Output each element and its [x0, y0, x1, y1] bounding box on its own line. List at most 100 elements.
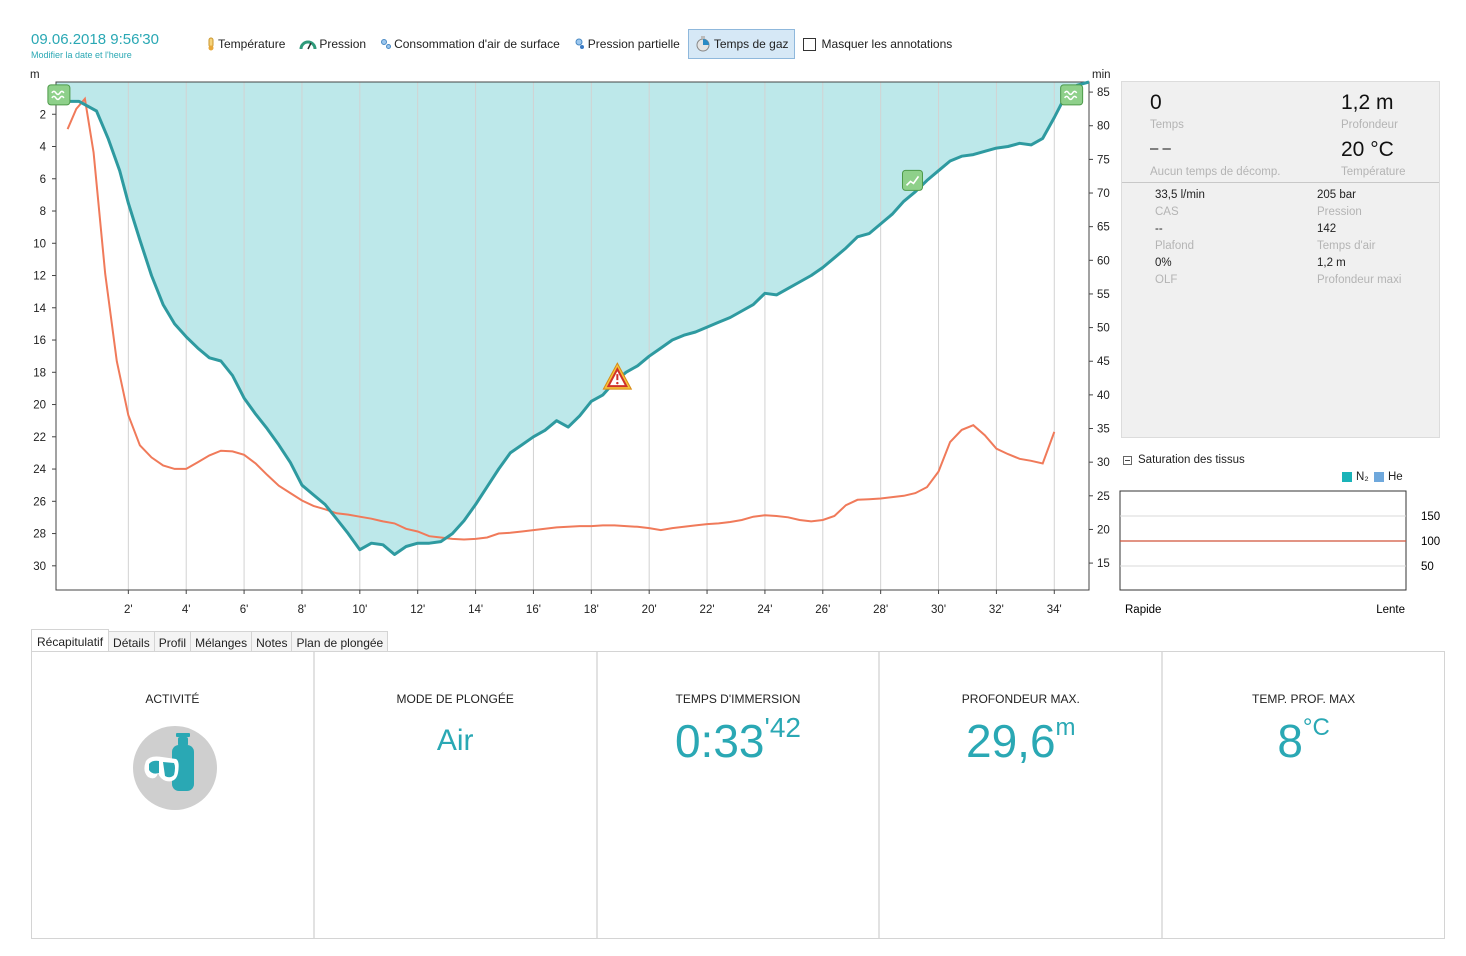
x-tick-label: 2' — [124, 604, 133, 616]
bubbles-icon — [381, 39, 392, 49]
x-tick-label: 8' — [298, 604, 307, 616]
x-tick-label: 24' — [757, 604, 772, 616]
gas-time-label: Temps de gaz — [713, 37, 789, 51]
depth-tick-label: 18 — [33, 367, 46, 379]
depth-area — [56, 82, 1089, 555]
gas-time-tick-label: 55 — [1097, 289, 1110, 301]
partial-pressure-label: Pression partielle — [587, 37, 680, 51]
sat-tick-50: 50 — [1421, 561, 1434, 573]
ascent-event-icon — [901, 169, 923, 191]
depth-tick-label: 12 — [33, 271, 46, 283]
x-tick-label: 22' — [700, 604, 715, 616]
tab-mixes[interactable]: Mélanges — [191, 631, 253, 654]
x-tick-label: 6' — [240, 604, 249, 616]
hide-annotations-label: Masquer les annotations — [821, 37, 953, 51]
tab-details[interactable]: Détails — [109, 631, 155, 654]
x-tick-label: 28' — [873, 604, 888, 616]
deco-value: – – — [1150, 140, 1171, 157]
fast-label: Rapide — [1125, 604, 1161, 616]
ascent-icon-box — [901, 169, 923, 191]
x-tick-label: 20' — [642, 604, 657, 616]
depth-tick-label: 6 — [40, 174, 46, 186]
depth-tick-label: 26 — [33, 496, 46, 508]
toolbar: Température Pression Consommation d'air … — [200, 28, 960, 60]
temp-unit: °C — [1302, 714, 1330, 741]
depth-tick-label: 8 — [40, 206, 46, 218]
he-swatch — [1374, 472, 1384, 482]
pressure-value: 205 bar — [1317, 189, 1357, 201]
immersion-time-value: 0:33'42 — [598, 712, 879, 768]
sac-toggle[interactable]: Consommation d'air de surface — [374, 29, 566, 59]
gas-time-tick-label: 30 — [1097, 457, 1110, 469]
gas-time-toggle[interactable]: Temps de gaz — [687, 29, 795, 59]
dive-mode-text: Air — [436, 724, 474, 757]
ceiling-value: -- — [1155, 223, 1163, 235]
tab-notes[interactable]: Notes — [252, 631, 293, 654]
temp-label: Température — [1341, 166, 1406, 178]
surface-icon-waves — [51, 90, 65, 101]
warning-icon-dot — [616, 381, 619, 385]
legend-n2: N₂ — [1342, 471, 1369, 483]
dive-date[interactable]: 09.06.2018 9:56'30 — [31, 31, 159, 48]
gas-time-tick-label: 15 — [1097, 558, 1110, 570]
olf-value: 0% — [1155, 257, 1172, 269]
slow-label: Lente — [1376, 604, 1405, 616]
olf-label: OLF — [1155, 274, 1178, 286]
saturation-title: Saturation des tissus — [1138, 454, 1245, 466]
temp-value: 20 °C — [1341, 138, 1394, 161]
temp-max-depth-card: TEMP. PROF. MAX 8°C — [1163, 652, 1444, 938]
partial-pressure-icon — [575, 38, 584, 49]
gas-time-tick-label: 40 — [1097, 390, 1110, 402]
depth-tick-label: 4 — [40, 142, 47, 154]
gas-time-line — [66, 96, 1056, 541]
air-time-label: Temps d'air — [1317, 240, 1376, 252]
max-depth-card: PROFONDEUR MAX. 29,6m — [880, 652, 1164, 938]
immersion-time-title: TEMPS D'IMMERSION — [675, 692, 801, 706]
temp-max-depth-value: 8°C — [1163, 714, 1444, 768]
change-date-link[interactable]: Modifier la date et l'heure — [31, 50, 132, 60]
pressure-toggle[interactable]: Pression — [293, 29, 372, 59]
gas-time-tick-label: 70 — [1097, 188, 1110, 200]
x-tick-label: 10' — [352, 604, 367, 616]
dive-profile-chart[interactable]: 2' 4' 6' 8' 10' 12' 14' 16' 18' 20' 22' 24' 26' 28' 30… — [0, 62, 1118, 622]
max-depth-title: PROFONDEUR MAX. — [961, 692, 1080, 706]
deco-label: Aucun temps de décomp. — [1150, 166, 1281, 178]
gas-time-tick-label: 85 — [1097, 87, 1110, 99]
immersion-time-card: TEMPS D'IMMERSION 0:33'42 — [598, 652, 881, 938]
dive-mode-card: MODE DE PLONGÉE Air — [315, 652, 598, 938]
temperature-label: Température — [218, 37, 286, 51]
activity-card: ACTIVITÉ — [32, 652, 315, 938]
depth-tick-label: 10 — [33, 238, 46, 250]
he-label: He — [1388, 471, 1403, 483]
gas-time-icon — [696, 36, 710, 52]
activity-title: ACTIVITÉ — [145, 692, 200, 706]
depth-tick-label: 16 — [33, 335, 46, 347]
n2-label: N₂ — [1356, 471, 1369, 483]
temperature-toggle[interactable]: Température — [200, 29, 291, 59]
dive-mode-title: MODE DE PLONGÉE — [396, 692, 514, 706]
surface-event-icon — [47, 84, 71, 106]
tab-summary[interactable]: Récapitulatif — [31, 629, 110, 654]
depth-tick-label: 28 — [33, 529, 46, 541]
pressure-label: Pression — [319, 37, 367, 51]
max-depth-summary-value: 29,6m — [880, 714, 1161, 768]
plot-frame — [55, 81, 1090, 591]
sac-label: Consommation d'air de surface — [394, 37, 560, 51]
hide-annotations-checkbox[interactable]: Masquer les annotations — [797, 29, 959, 59]
depth-axis-unit: m — [30, 69, 40, 81]
collapse-icon[interactable] — [1123, 455, 1132, 465]
depth-tick-label: 14 — [33, 303, 46, 315]
tab-profile[interactable]: Profil — [154, 631, 192, 654]
info-divider — [1122, 182, 1439, 183]
depth-tick-label: 22 — [33, 432, 46, 444]
depth-label: Profondeur — [1341, 119, 1398, 131]
checkbox-box[interactable] — [802, 37, 816, 51]
depth-tick-label: 20 — [33, 400, 46, 412]
temp-max-depth-title: TEMP. PROF. MAX — [1252, 692, 1356, 706]
surface-icon-waves — [1064, 90, 1078, 101]
saturation-header[interactable]: Saturation des tissus — [1123, 454, 1245, 466]
sat-tick-150: 150 — [1421, 511, 1440, 523]
partial-pressure-toggle[interactable]: Pression partielle — [568, 29, 686, 59]
max-depth-unit: m — [1055, 714, 1076, 741]
dive-info-panel: 0 Temps 1,2 m Profondeur – – Aucun temps… — [1121, 81, 1440, 438]
